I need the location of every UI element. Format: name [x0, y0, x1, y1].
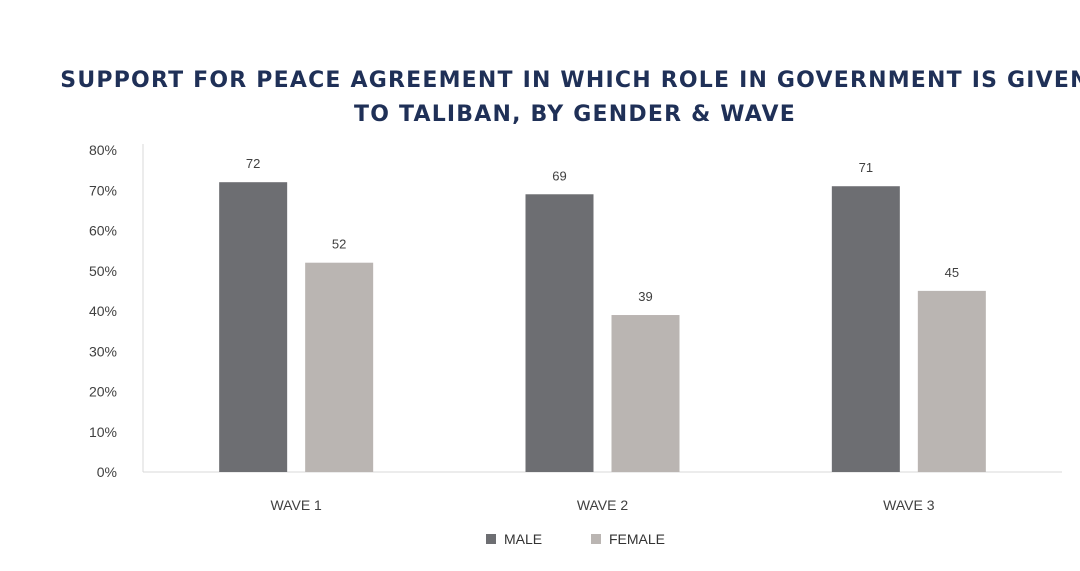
legend-label-female: FEMALE [609, 531, 666, 547]
data-label: 69 [552, 168, 566, 183]
chart-title-line-1: SUPPORT FOR PEACE AGREEMENT IN WHICH ROL… [60, 68, 1080, 93]
legend-item-female: FEMALE [591, 531, 665, 547]
legend-swatch-female [591, 534, 601, 544]
bar-chart: 0% 10% 20% 30% 40% 50% 60% 70% 80% 72 52 WAVE 1 69 39… [89, 142, 1062, 513]
bar-male [525, 194, 594, 472]
bar-male [219, 182, 288, 472]
data-label: 71 [859, 160, 873, 175]
bar-female [917, 290, 986, 472]
legend-swatch-male [486, 534, 496, 544]
legend-label-male: MALE [504, 531, 543, 547]
y-tick-label: 80% [89, 142, 117, 158]
data-label: 72 [246, 156, 260, 171]
data-label: 52 [332, 237, 346, 252]
x-tick-label: WAVE 1 [270, 497, 322, 513]
legend-item-male: MALE [486, 531, 542, 547]
legend: MALE FEMALE [0, 531, 1080, 551]
y-tick-label: 20% [89, 384, 117, 400]
y-tick-label: 10% [89, 424, 117, 440]
bar-male [831, 186, 900, 472]
x-tick-label: WAVE 3 [883, 497, 935, 513]
bar-female [611, 315, 680, 472]
chart-title-line-2: TO TALIBAN, BY GENDER & WAVE [354, 102, 796, 127]
y-tick-label: 40% [89, 303, 117, 319]
data-label: 45 [945, 265, 959, 280]
y-tick-label: 50% [89, 263, 117, 279]
data-label: 39 [638, 289, 652, 304]
chart-title: SUPPORT FOR PEACE AGREEMENT IN WHICH ROL… [0, 64, 1080, 132]
y-tick-label: 60% [89, 223, 117, 239]
x-tick-label: WAVE 2 [577, 497, 629, 513]
y-tick-label: 70% [89, 182, 117, 198]
y-tick-label: 30% [89, 343, 117, 359]
bar-female [305, 262, 374, 472]
y-tick-label: 0% [97, 464, 117, 480]
